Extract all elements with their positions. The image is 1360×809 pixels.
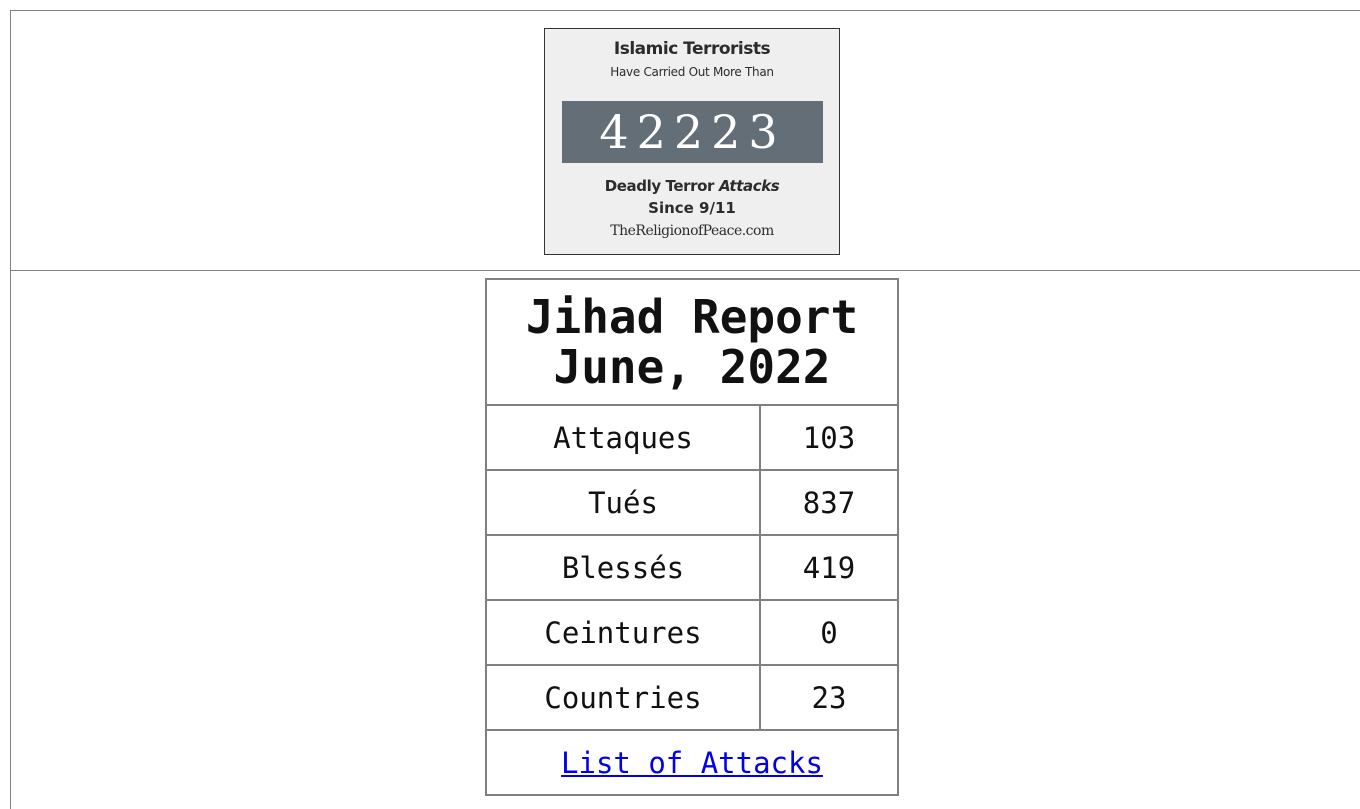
stat-label: Ceintures — [486, 600, 760, 665]
banner-site: TheReligionofPeace.com — [610, 223, 774, 239]
link-cell: List of Attacks — [486, 730, 898, 795]
frame-left — [10, 10, 11, 809]
banner-text: Deadly Terror — [604, 177, 715, 195]
stat-row: Countries 23 — [486, 665, 898, 730]
stat-label: Countries — [486, 665, 760, 730]
frame-top — [10, 10, 1360, 11]
stat-value: 0 — [760, 600, 898, 665]
stat-row: Tués 837 — [486, 470, 898, 535]
header-row: Jihad Report June, 2022 — [486, 279, 898, 405]
rows: Attaques 103 Tués 837 Blessés 419 Ceintures 0 Co… — [486, 405, 898, 730]
stat-value: 23 — [760, 665, 898, 730]
header-cell: Jihad Report June, 2022 — [486, 279, 898, 405]
report-table: Jihad Report June, 2022 Attaques 103 Tués 83… — [485, 278, 899, 796]
link-row: List of Attacks — [486, 730, 898, 795]
stat-value: 103 — [760, 405, 898, 470]
stat-row: Attaques 103 — [486, 405, 898, 470]
banner-title: Islamic Terrorists — [613, 39, 771, 59]
stat-row: Blessés 419 — [486, 535, 898, 600]
banner-count: 42223 — [562, 101, 823, 163]
stat-label: Attaques — [486, 405, 760, 470]
report-title: Jihad Report — [525, 290, 859, 344]
banner-line: Deadly Terror Attacks — [545, 177, 839, 195]
banner: Islamic Terrorists Have Carried Out More… — [544, 28, 840, 255]
stat-label: Tués — [486, 470, 760, 535]
frame-divider — [10, 270, 1360, 271]
banner-subtitle: Have Carried Out More Than — [610, 65, 774, 79]
stat-value: 837 — [760, 470, 898, 535]
banner-italic: Attacks — [719, 177, 780, 195]
report-subtitle: June, 2022 — [553, 340, 831, 394]
stat-value: 419 — [760, 535, 898, 600]
stat-label: Blessés — [486, 535, 760, 600]
stat-row: Ceintures 0 — [486, 600, 898, 665]
banner-since: Since 9/11 — [648, 199, 736, 217]
attacks-link[interactable]: List of Attacks — [561, 745, 823, 780]
